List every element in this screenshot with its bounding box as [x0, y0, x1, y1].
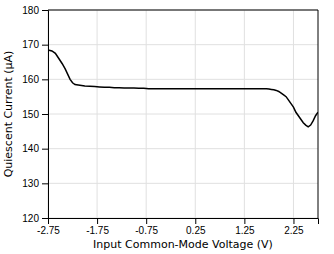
y-tick-mark	[42, 183, 48, 184]
y-tick-mark	[42, 114, 48, 115]
y-axis-line	[42, 11, 49, 219]
y-tick: 180	[22, 5, 48, 16]
x-tick-label: -0.75	[135, 225, 158, 236]
y-tick-label: 180	[22, 5, 39, 16]
y-grid-line	[48, 183, 318, 184]
y-grid-line	[48, 79, 318, 80]
plot: -2.75-1.75-0.750.251.252.251201301401501…	[22, 5, 318, 236]
y-tick: 140	[22, 143, 48, 154]
x-tick-label: 1.25	[235, 225, 255, 236]
y-grid-line	[48, 148, 318, 149]
y-tick-mark	[42, 218, 48, 219]
x-tick: 2.25	[284, 218, 304, 236]
grid	[48, 10, 318, 218]
x-axis: -2.75 -1.75 -0.75 0.25 1.25 2.25	[37, 218, 318, 236]
y-tick-label: 160	[22, 74, 39, 85]
y-tick: 130	[22, 178, 48, 189]
y-tick-mark	[42, 79, 48, 80]
x-tick: -1.75	[86, 218, 109, 236]
x-tick: 0.25	[186, 218, 206, 236]
x-tick-mark	[244, 218, 245, 224]
marks	[48, 50, 318, 127]
y-grid-line	[48, 44, 318, 45]
y-tick: 170	[22, 39, 48, 50]
x-axis-line	[49, 219, 319, 225]
y-grid-line	[48, 10, 318, 11]
y-axis: 120 130 140 150 160 170 180	[22, 5, 48, 224]
x-tick-mark	[97, 218, 98, 224]
y-tick-mark	[42, 10, 48, 11]
x-tick-mark	[195, 218, 196, 224]
y-tick-mark	[42, 149, 48, 150]
frame-top	[48, 10, 318, 11]
x-tick-mark	[146, 218, 147, 224]
x-tick-label: -1.75	[86, 225, 109, 236]
x-tick: -0.75	[135, 218, 158, 236]
x-tick-label: 0.25	[186, 225, 206, 236]
x-tick-label: 2.25	[284, 225, 304, 236]
y-tick: 150	[22, 109, 48, 120]
y-tick: 120	[22, 213, 48, 224]
y-tick-label: 140	[22, 143, 39, 154]
curve	[48, 50, 318, 127]
y-tick-label: 170	[22, 39, 39, 50]
x-tick: 1.25	[235, 218, 255, 236]
y-tick-label: 120	[22, 213, 39, 224]
y-tick-mark	[42, 45, 48, 46]
y-grid-line	[48, 114, 318, 115]
y-tick-label: 130	[22, 178, 39, 189]
y-tick: 160	[22, 74, 48, 85]
y-axis-title: Quiescent Current (μA)	[2, 51, 15, 178]
y-tick-label: 150	[22, 109, 39, 120]
x-tick: -2.75	[37, 218, 60, 236]
x-tick-label: -2.75	[37, 225, 60, 236]
x-tick-mark	[293, 218, 294, 224]
chart: -2.75-1.75-0.750.251.252.251201301401501…	[0, 0, 334, 254]
x-axis-title: Input Common-Mode Voltage (V)	[93, 238, 273, 251]
